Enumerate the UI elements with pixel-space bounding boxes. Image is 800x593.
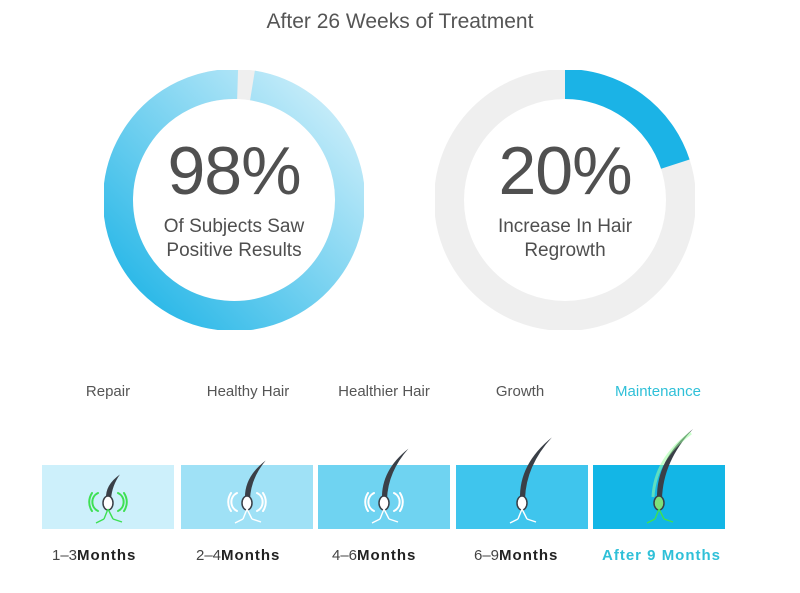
stage-period: 6–9Months: [474, 547, 558, 564]
hair-strand: [244, 460, 266, 499]
hair-follicle-icon: [646, 429, 693, 524]
donut-caption: Increase In Hair Regrowth: [465, 215, 665, 263]
stage-period-unit: Months: [221, 547, 281, 564]
stage-period: 2–4Months: [196, 547, 280, 564]
hair-roots: [95, 508, 123, 524]
hair-bulb: [516, 495, 528, 511]
stage-label: Growth: [495, 383, 545, 400]
signal-wave: [399, 492, 404, 512]
hair-follicle-icon: [88, 474, 128, 524]
donut-caption-line: Of Subjects Saw: [163, 216, 305, 237]
hair-strand: [105, 474, 120, 499]
stage-panel: [181, 460, 313, 529]
donut-chart-hair-regrowth: 20% Increase In Hair Regrowth: [435, 70, 695, 330]
stage-period-unit: Months: [661, 547, 722, 564]
donut-caption-line: Positive Results: [166, 240, 302, 261]
signal-wave: [123, 492, 128, 512]
stage-period: 4–6Months: [332, 547, 416, 564]
signal-wave: [91, 492, 99, 512]
donut-caption-line: Increase In Hair: [497, 216, 633, 237]
signal-wave: [364, 492, 369, 512]
stage-panel: [318, 448, 450, 529]
stage-period-number: 1–3: [52, 547, 78, 564]
hair-bulb: [102, 495, 114, 511]
hair-bulb: [241, 495, 253, 511]
hair-follicle-icon: [509, 437, 552, 524]
stage-panel: [42, 465, 174, 529]
signal-wave: [262, 492, 267, 512]
hair-strand: [381, 448, 409, 499]
stage-period-number: 4–6: [332, 547, 358, 564]
signal-wave: [393, 492, 401, 512]
donut-value-arc: [104, 70, 364, 330]
stage-period-number: 6–9: [474, 547, 500, 564]
donut-value: 20%: [498, 133, 632, 209]
donut-ring: [435, 70, 695, 330]
stage-period-unit: Months: [499, 547, 559, 564]
stage-period: 1–3Months: [52, 547, 136, 564]
hair-glow: [651, 431, 692, 498]
donut-ring: [104, 70, 364, 330]
hair-bulb: [378, 495, 390, 511]
donut-chart-positive-results: 98% Of Subjects Saw Positive Results: [104, 70, 364, 330]
stage-period-unit: Months: [357, 547, 417, 564]
hair-strand: [656, 429, 693, 499]
stage-label: Healthy Hair: [206, 383, 290, 400]
stage-period-unit: Months: [77, 547, 137, 564]
stage-period: After 9 Months: [602, 547, 721, 564]
stage-panel: [593, 429, 725, 529]
signal-wave: [256, 492, 264, 512]
stage-panel: [456, 437, 588, 529]
stage-period-number: After 9: [602, 547, 662, 564]
hair-roots: [234, 508, 262, 524]
hair-follicle-icon: [364, 448, 409, 524]
hair-strand: [519, 437, 552, 499]
stage-label: Repair: [85, 383, 131, 400]
signal-wave: [88, 492, 93, 512]
donut-caption: Of Subjects Saw Positive Results: [134, 215, 334, 263]
hair-follicle-icon: [227, 460, 267, 524]
hair-bulb: [653, 495, 665, 511]
signal-wave: [230, 492, 238, 512]
donut-value: 98%: [167, 133, 301, 209]
hair-roots: [509, 508, 537, 524]
signal-wave: [117, 492, 125, 512]
stage-label: Maintenance: [615, 383, 701, 400]
donut-caption-line: Regrowth: [524, 240, 606, 261]
stage-label: Healthier Hair: [338, 383, 430, 400]
stage-period-number: 2–4: [196, 547, 222, 564]
donut-value-arc: [564, 70, 690, 170]
signal-wave: [227, 492, 232, 512]
page-title: After 26 Weeks of Treatment: [266, 10, 534, 33]
signal-wave: [367, 492, 375, 512]
hair-roots: [646, 508, 674, 524]
hair-roots: [371, 508, 399, 524]
